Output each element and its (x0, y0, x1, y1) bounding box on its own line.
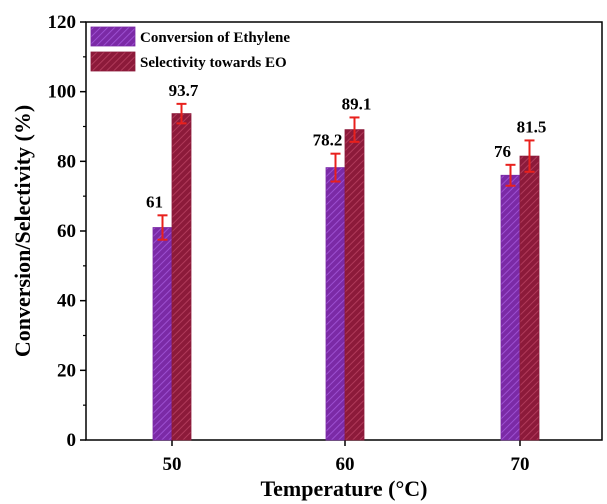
legend-swatch (90, 51, 136, 72)
error-bars (157, 102, 535, 241)
y-tick-label: 80 (57, 151, 76, 172)
data-labels: 61 78.2 76 93.7 89.1 81.5 (146, 81, 546, 211)
data-label: 61 (146, 192, 163, 211)
x-tick-label: 50 (163, 454, 182, 475)
bar (152, 227, 173, 441)
y-tick-label: 60 (57, 221, 76, 242)
legend-label: Selectivity towards EO (140, 55, 287, 71)
legend-label: Conversion of Ethylene (140, 30, 290, 46)
legend-swatch (90, 26, 136, 47)
x-axis: 50 60 70 (163, 440, 530, 475)
y-tick-label: 100 (48, 82, 77, 103)
y-tick-label: 0 (67, 430, 77, 451)
bar (500, 174, 521, 441)
y-axis-title: Conversion/Selectivity (%) (10, 105, 35, 357)
data-label: 93.7 (169, 81, 199, 100)
bar (171, 113, 192, 441)
bars (152, 113, 540, 441)
bar (344, 129, 365, 441)
bar (519, 155, 540, 441)
legend: Conversion of Ethylene Selectivity toward… (90, 26, 290, 72)
data-label: 76 (494, 142, 511, 161)
y-tick-label: 40 (57, 291, 76, 312)
data-label: 78.2 (313, 131, 343, 150)
x-tick-label: 60 (336, 454, 355, 475)
x-axis-title: Temperature (°C) (260, 476, 427, 501)
y-tick-label: 120 (48, 12, 77, 33)
y-axis: 0 20 40 60 80 100 120 (48, 12, 86, 451)
data-label: 81.5 (517, 117, 547, 136)
data-label: 89.1 (342, 94, 372, 113)
y-tick-label: 20 (57, 360, 76, 381)
bar (325, 167, 346, 441)
x-tick-label: 70 (511, 454, 530, 475)
